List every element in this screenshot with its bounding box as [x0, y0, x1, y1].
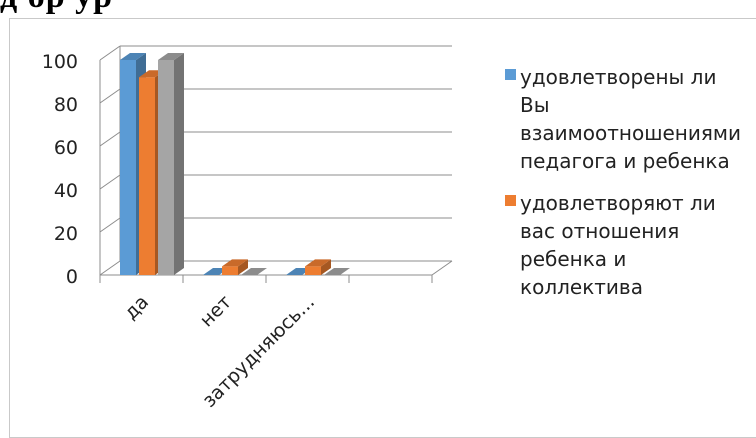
gridline-side — [99, 88, 121, 104]
gridline-side — [99, 45, 121, 61]
bar — [305, 259, 331, 275]
bar — [324, 268, 350, 275]
y-tick-label: 80 — [54, 94, 78, 116]
y-tick-label: 20 — [54, 223, 78, 245]
bar — [158, 53, 184, 275]
bar-front — [222, 266, 238, 275]
gridline-side — [99, 174, 121, 190]
bar — [241, 268, 267, 275]
gridline-side — [99, 260, 121, 276]
legend-item-1: удовлетворены ли Вы взаимоотношениями пе… — [505, 63, 750, 175]
bars — [120, 53, 350, 275]
bar-top — [120, 53, 146, 60]
bar-top — [305, 259, 331, 267]
document-heading-fragment: д ор ур — [0, 0, 113, 16]
bar-front — [120, 60, 136, 275]
gridline-side — [99, 217, 121, 233]
bar-top — [222, 259, 248, 267]
x-tick-label: нет — [196, 291, 236, 331]
legend-label-2: удовлетворяют ли вас отношения ребенка и… — [520, 191, 716, 299]
legend-item-2: удовлетворяют ли вас отношения ребенка и… — [505, 189, 750, 301]
bar-top — [241, 268, 267, 275]
legend: удовлетворены ли Вы взаимоотношениями пе… — [505, 63, 750, 315]
x-axis-side-line — [431, 260, 453, 276]
gridline-side — [99, 131, 121, 147]
y-tick-label: 60 — [54, 137, 78, 159]
bar-front — [305, 266, 321, 275]
bar — [222, 259, 248, 275]
bar-side — [321, 259, 331, 275]
y-tick-label: 40 — [54, 180, 78, 202]
legend-swatch-1 — [505, 69, 516, 80]
bar-side — [174, 53, 184, 275]
legend-swatch-2 — [505, 195, 516, 206]
y-tick-label: 0 — [66, 266, 78, 288]
x-tick-label: да — [120, 291, 153, 324]
y-tick-label: 100 — [42, 51, 78, 73]
legend-label-1: удовлетворены ли Вы взаимоотношениями пе… — [520, 65, 741, 173]
bar-side — [238, 259, 248, 275]
bar-front — [139, 77, 155, 275]
bar-top — [158, 53, 184, 60]
bar-front — [158, 60, 174, 275]
bar-top — [324, 268, 350, 275]
